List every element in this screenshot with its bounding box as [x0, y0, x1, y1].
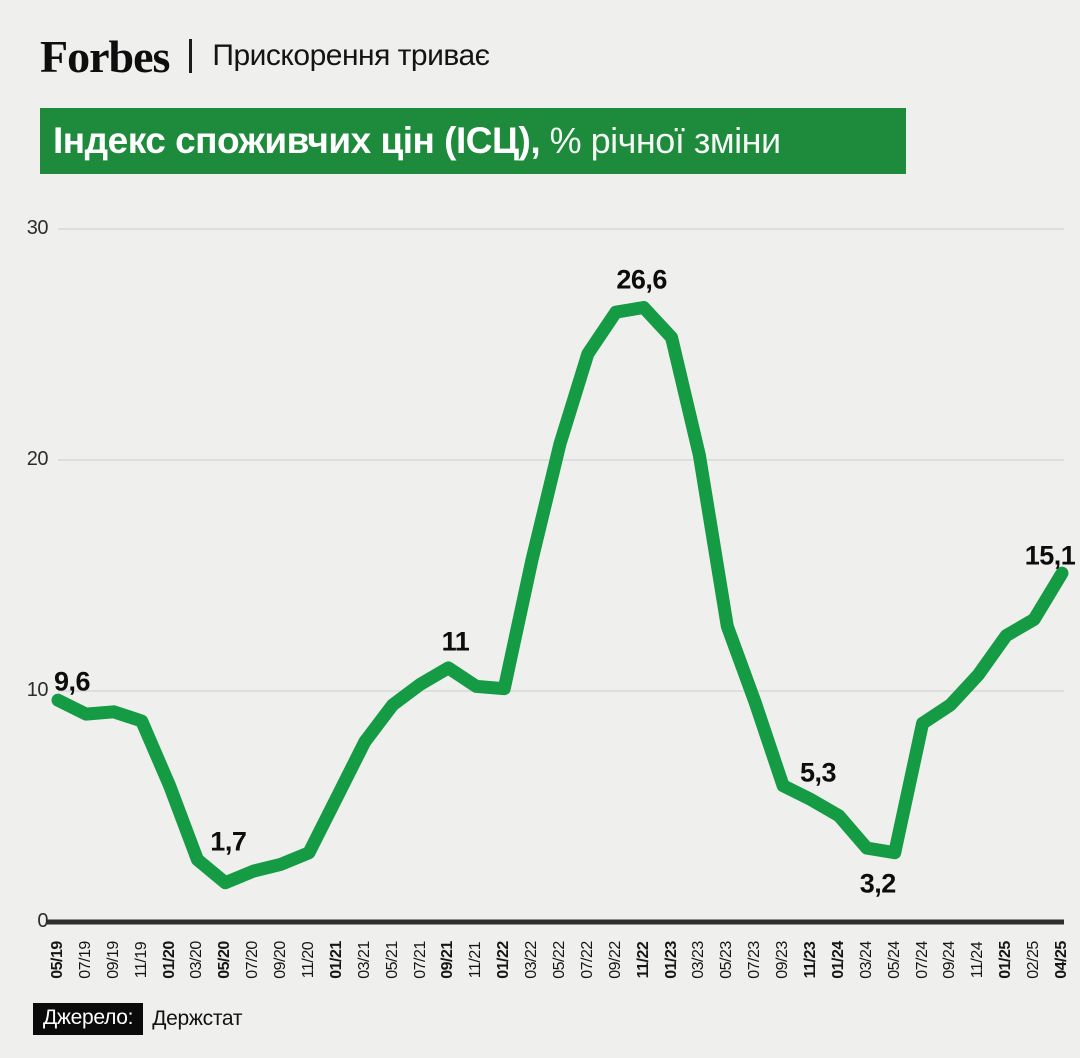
x-tick-label: 05/21 — [383, 941, 401, 979]
data-point-label: 15,1 — [1024, 540, 1076, 571]
x-tick-label: 07/24 — [913, 941, 931, 979]
x-tick-label: 03/24 — [857, 941, 875, 979]
y-tick-label: 10 — [26, 679, 49, 701]
chart-title-banner: Індекс споживчих цін (ІСЦ), % річної змі… — [40, 108, 906, 174]
x-tick-label: 07/20 — [244, 941, 262, 979]
x-tick-label: 07/21 — [411, 941, 429, 979]
y-tick-label: 0 — [37, 910, 48, 932]
source-value: Держстат — [152, 1007, 243, 1030]
x-tick-label: 09/23 — [774, 941, 792, 979]
x-tick-label: 09/19 — [104, 941, 122, 979]
data-point-label: 5,3 — [799, 757, 837, 788]
x-tick-label: 03/20 — [188, 941, 206, 979]
source-label-badge: Джерело: — [33, 1003, 144, 1035]
x-tick-label: 03/22 — [523, 941, 541, 979]
x-tick-label: 03/23 — [690, 941, 708, 979]
y-tick-label: 30 — [26, 217, 49, 239]
x-tick-label: 05/23 — [718, 941, 736, 979]
x-tick-label: 07/19 — [76, 941, 94, 979]
x-tick-label: 05/24 — [885, 941, 903, 979]
x-tick-label: 09/24 — [941, 941, 959, 979]
x-tick-label: 11/19 — [132, 941, 150, 979]
x-tick-label: 03/21 — [355, 941, 373, 979]
header-divider — [189, 39, 193, 73]
x-tick-label: 01/22 — [495, 941, 513, 979]
cpi-line-series — [51, 301, 1069, 890]
data-point-label: 11 — [441, 626, 470, 657]
data-point-label: 26,6 — [616, 264, 667, 295]
x-tick-label: 09/22 — [606, 941, 624, 979]
x-tick-label: 05/22 — [551, 941, 568, 979]
x-tick-label: 07/22 — [578, 941, 596, 979]
data-point-label: 1,7 — [210, 826, 247, 857]
forbes-logo: Forbes — [40, 30, 170, 82]
y-tick-label: 20 — [26, 448, 49, 470]
x-tick-label: 01/21 — [327, 941, 345, 979]
x-tick-label: 05/19 — [49, 941, 66, 979]
x-tick-label: 09/21 — [439, 941, 457, 979]
data-point-label: 9,6 — [53, 666, 91, 697]
header: Forbes Прискорення триває — [40, 30, 490, 82]
chart-title-light: % річної зміни — [540, 120, 781, 161]
x-tick-label: 11/24 — [969, 941, 987, 979]
x-tick-label: 07/23 — [746, 941, 764, 979]
x-tick-label: 05/20 — [216, 941, 234, 979]
x-tick-label: 04/25 — [1053, 941, 1070, 979]
x-tick-label: 01/24 — [829, 941, 847, 979]
x-tick-label: 01/23 — [662, 941, 680, 979]
x-tick-label: 11/22 — [634, 941, 652, 979]
x-tick-label: 11/21 — [467, 941, 485, 979]
data-point-label: 3,2 — [859, 868, 897, 899]
x-tick-label: 01/25 — [997, 941, 1015, 979]
x-tick-label: 11/23 — [802, 941, 819, 979]
x-tick-label: 02/25 — [1025, 941, 1043, 979]
header-tagline: Прискорення триває — [212, 39, 490, 72]
x-tick-label: 11/20 — [300, 941, 317, 979]
chart-title-bold: Індекс споживчих цін (ІСЦ), — [53, 120, 541, 161]
x-tick-label: 09/20 — [272, 941, 290, 979]
source-row: Джерело: Держстат — [33, 1003, 242, 1035]
x-tick-label: 01/20 — [160, 941, 178, 979]
